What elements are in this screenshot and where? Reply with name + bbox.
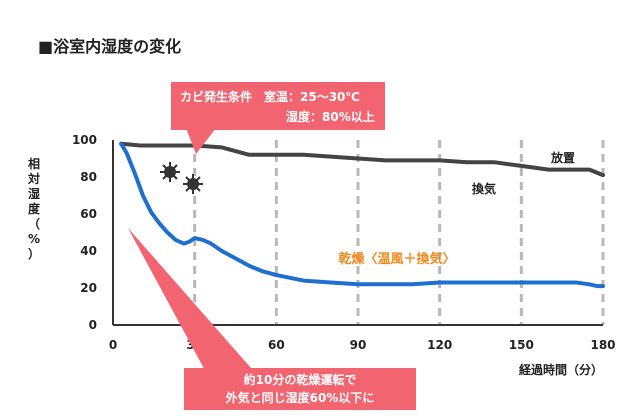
mold-icon [183,174,203,194]
x-axis-label: 経過時間（分） [519,362,603,377]
y-axis-label-char: ） [28,246,40,261]
y-axis-label-char: （ [28,216,40,231]
series-label-kansou: 乾燥〈温風＋換気〉 [338,251,455,267]
series-label-kanki: 換気 [472,181,496,196]
series-lines [119,141,605,289]
x-tick-label: 0 [109,338,117,352]
y-tick-labels: 100 80 60 40 20 0 [72,133,97,332]
callout-bottom-line2: 外気と同じ湿度60%以下に [226,390,375,405]
mold-icon [160,162,180,182]
chart-title: ■浴室内湿度の変化 [38,37,181,56]
y-axis-label-char: 相 [28,156,40,171]
x-tick-label: 90 [350,338,367,352]
y-tick-label: 100 [72,133,97,147]
x-tick-label: 150 [509,338,534,352]
callout-top-line1: カビ発生条件 室温：25〜30℃ [180,89,360,104]
callout-top-box [171,82,385,130]
y-tick-label: 40 [80,244,97,258]
callout-bottom-box [184,368,416,410]
y-axis-label-char: % [28,232,40,246]
y-tick-label: 0 [89,318,97,332]
y-tick-label: 20 [80,281,97,295]
callout-mold-condition: カビ発生条件 室温：25〜30℃ 湿度：80%以上 [171,82,385,154]
callout-drying-result: 約10分の乾燥運転で 外気と同じ湿度60%以下に [128,228,416,410]
callout-top-line2: 湿度：80%以上 [286,109,375,124]
series-label-houchi: 放置 [550,150,575,165]
x-tick-labels: 0306090120150180 [109,338,616,352]
y-tick-label: 80 [80,170,97,184]
series-line-2 [119,141,605,289]
y-axis-label-char: 湿 [28,186,40,201]
callout-top-pointer [186,128,216,154]
callout-bottom-pointer [128,228,258,376]
grid-lines [193,140,605,325]
x-tick-label: 60 [268,338,285,352]
callout-bottom-line1: 約10分の乾燥運転で [244,372,357,387]
y-tick-label: 60 [80,207,97,221]
x-tick-label: 180 [590,338,615,352]
series-line-0 [119,141,605,178]
y-axis-label-char: 対 [27,171,40,186]
y-axis-label-char: 度 [28,201,41,216]
x-tick-label: 120 [427,338,452,352]
